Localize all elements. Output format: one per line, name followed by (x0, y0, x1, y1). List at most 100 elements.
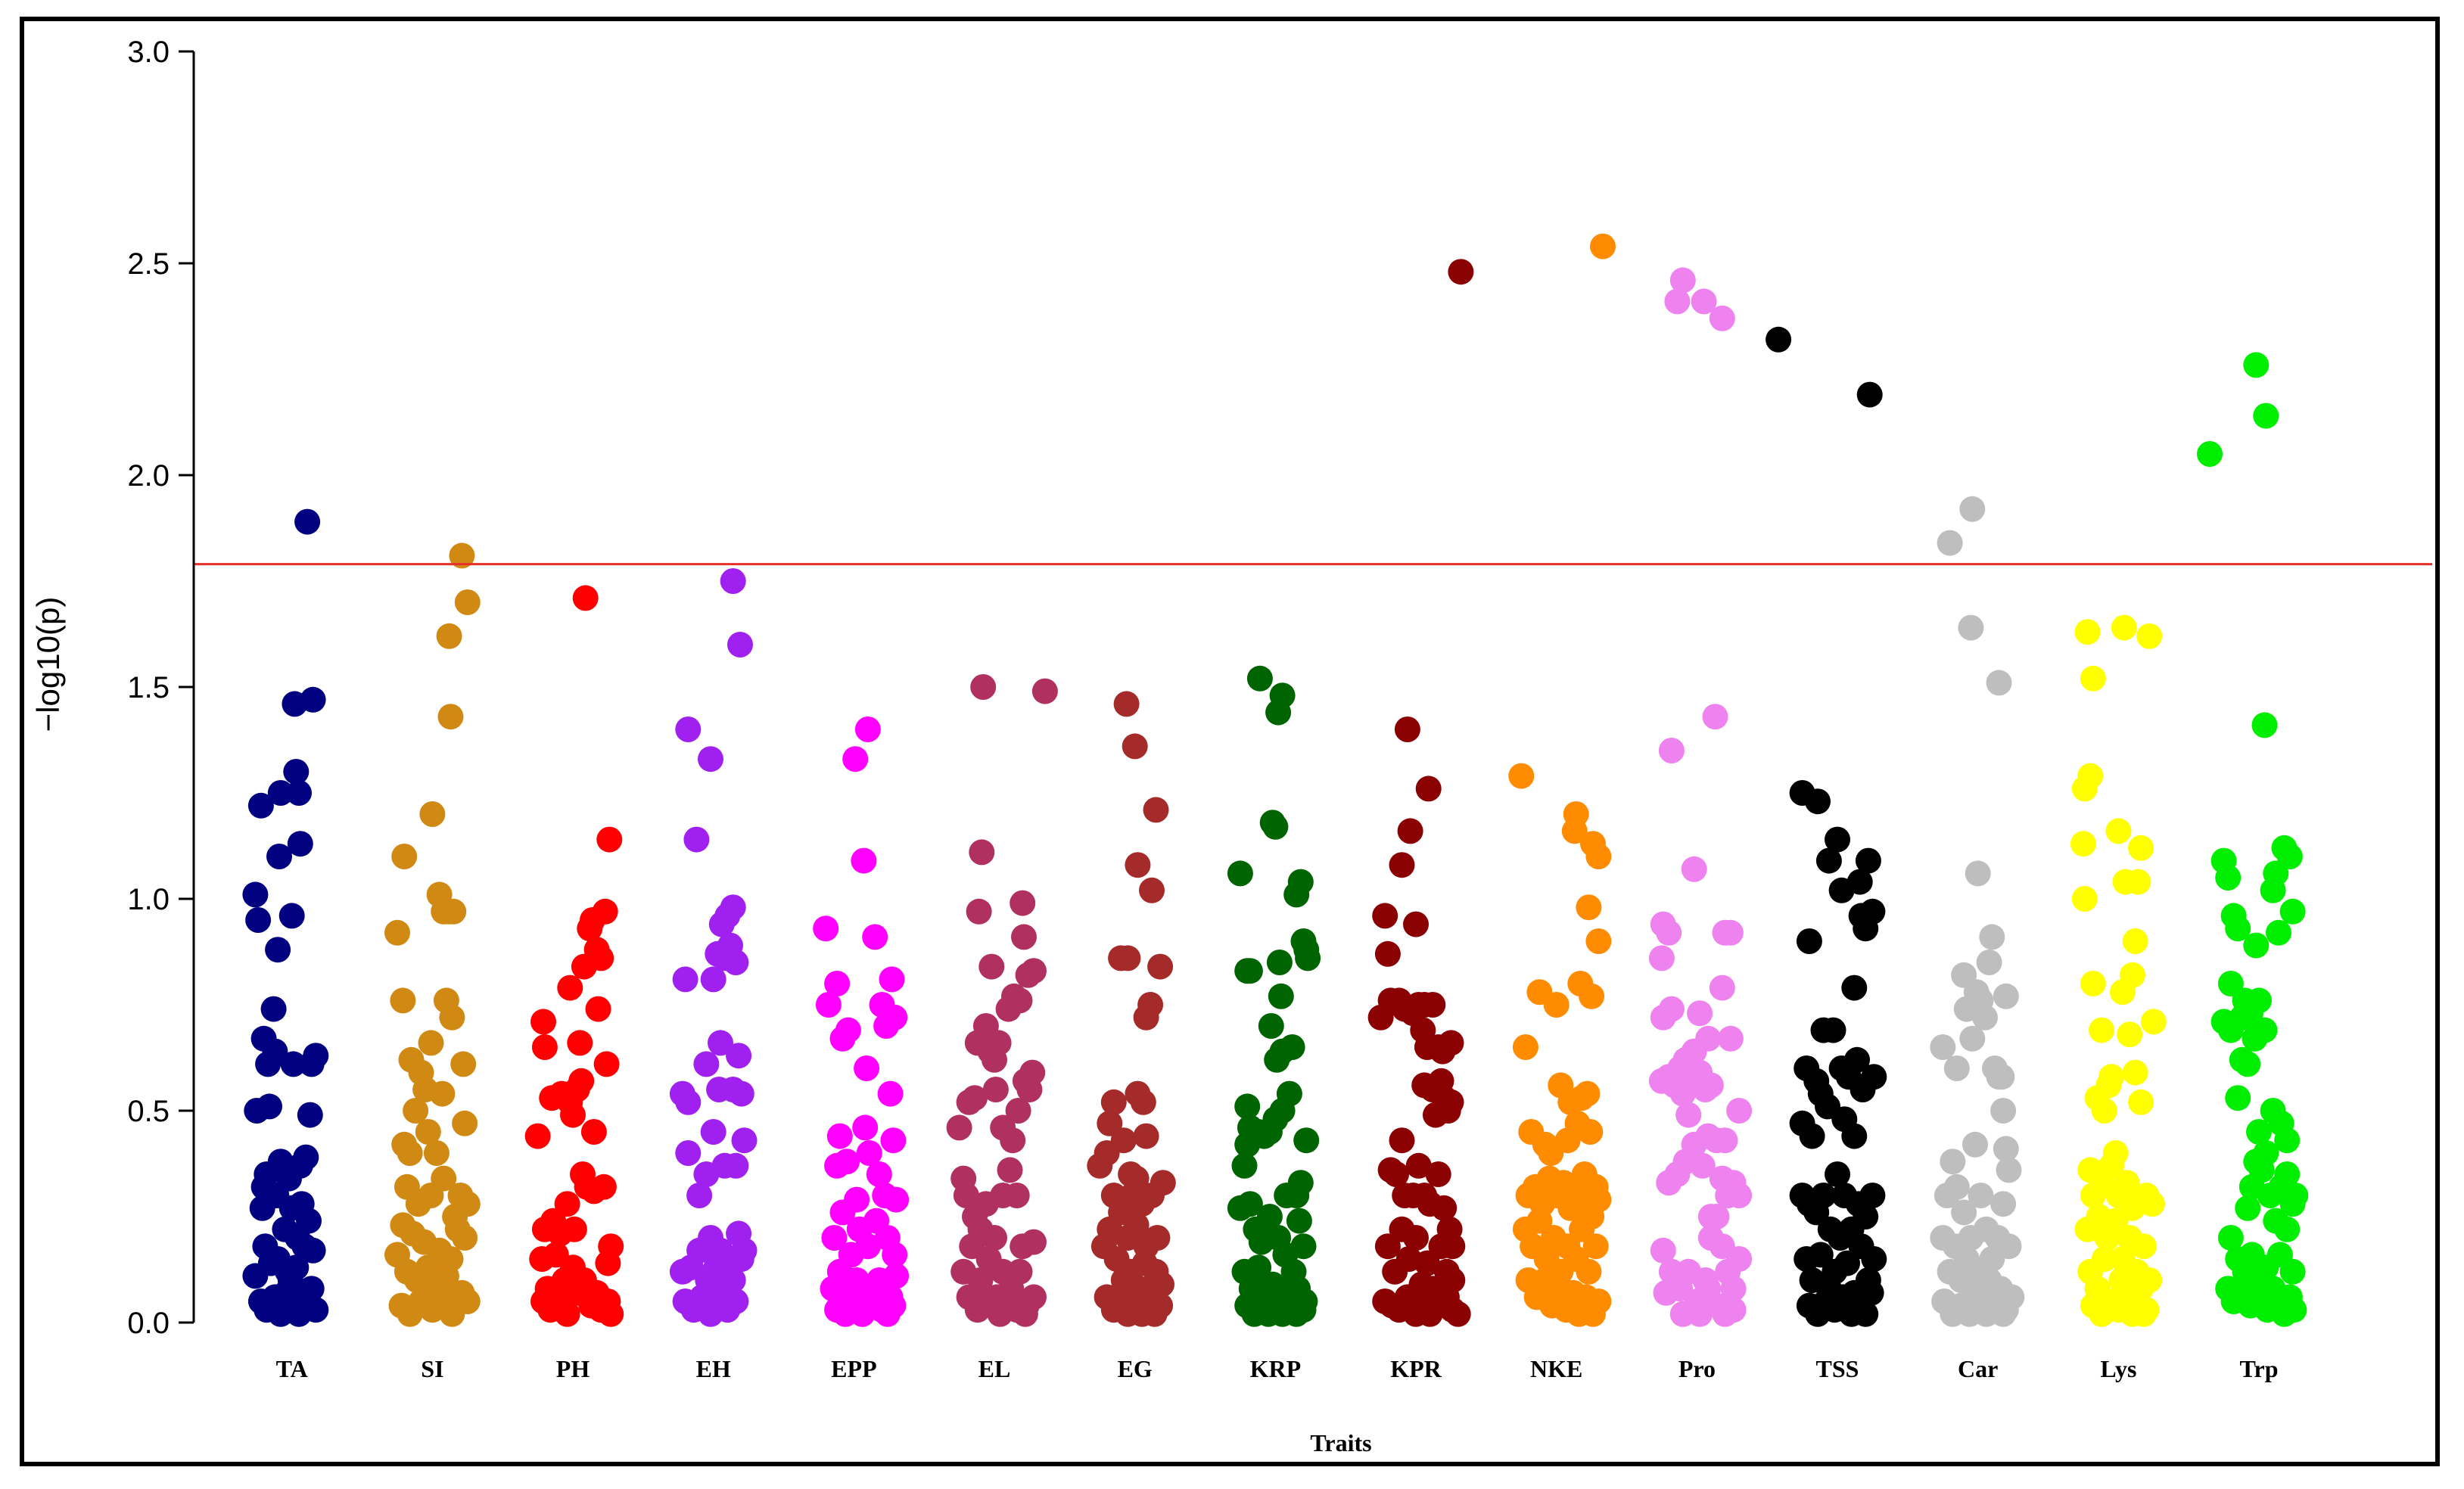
point-eh-28 (686, 1183, 713, 1208)
point-ph-1 (530, 1009, 556, 1035)
point-el-14 (982, 1077, 1009, 1102)
point-lys-15 (2089, 1017, 2115, 1043)
point-ta-12 (287, 831, 313, 857)
point-nke-6 (1543, 992, 1570, 1018)
point-kpr-36 (1425, 1161, 1451, 1187)
point-eg-17 (1110, 1127, 1137, 1154)
point-pro-36 (1689, 1152, 1716, 1179)
point-pro-10 (1709, 975, 1735, 1001)
point-pro-1 (1656, 919, 1682, 946)
point-trp-19 (2263, 860, 2289, 887)
point-tss-42 (1827, 1225, 1853, 1251)
point-el-21 (1021, 958, 1047, 984)
point-krp-22 (1295, 945, 1321, 971)
point-pro-26 (1675, 1102, 1702, 1128)
point-car-26 (1951, 1199, 1977, 1226)
figure-frame (20, 17, 2440, 1466)
point-lys-11 (2136, 623, 2163, 649)
x-tick-label-pro: Pro (1678, 1355, 1716, 1382)
point-kpr-46 (1414, 1250, 1440, 1276)
point-trp-3 (2225, 915, 2251, 942)
point-ph-12 (567, 1030, 593, 1056)
point-si-29 (418, 1183, 444, 1208)
point-eh-48 (723, 1288, 749, 1314)
point-ph-19 (560, 1102, 586, 1128)
point-ph-10 (572, 585, 599, 611)
point-si-22 (397, 1140, 423, 1166)
point-ph-2 (531, 1034, 558, 1060)
point-car-2 (1943, 1055, 1970, 1081)
point-tss-25 (1828, 1055, 1855, 1081)
point-ta-4 (260, 996, 287, 1022)
point-ph-9 (596, 826, 623, 853)
point-epp-29 (854, 1233, 881, 1260)
point-eh-8 (720, 894, 746, 921)
point-kpr-40 (1374, 1233, 1401, 1260)
y-axis-title: −log10(p) (30, 597, 66, 732)
point-ph-30 (590, 1173, 617, 1200)
point-eh-24 (723, 1152, 749, 1179)
point-el-11 (966, 898, 992, 925)
point-ta-2 (245, 907, 272, 933)
point-pro-7 (1702, 704, 1728, 730)
point-eh-19 (728, 1080, 754, 1107)
point-ph-48 (598, 1233, 624, 1260)
point-ta-10 (283, 759, 310, 785)
point-krp-19 (1287, 869, 1314, 895)
point-eh-41 (728, 1246, 754, 1272)
point-epp-1 (815, 992, 842, 1018)
point-nke-12 (1576, 894, 1602, 921)
point-trp-58 (2281, 1297, 2307, 1323)
point-lys-21 (2119, 962, 2145, 988)
point-lys-24 (2095, 1072, 2122, 1099)
point-tss-26 (1841, 1123, 1868, 1149)
point-ph-18 (568, 1068, 595, 1094)
point-ta-52 (298, 1276, 325, 1302)
point-car-10 (1979, 924, 2005, 950)
point-ta-15 (300, 686, 326, 713)
point-car-34 (1996, 1233, 2022, 1260)
point-eh-26 (693, 1161, 720, 1187)
point-trp-14 (2210, 1009, 2237, 1035)
x-tick-label-eg: EG (1118, 1355, 1153, 1382)
point-car-54 (1990, 1301, 2017, 1327)
point-trp-8 (2246, 987, 2272, 1014)
point-eh-15 (726, 1043, 752, 1069)
point-trp-12 (2225, 1085, 2251, 1111)
point-nke-32 (1571, 1161, 1598, 1187)
point-si-34 (452, 1225, 478, 1251)
point-tss-22 (1799, 1123, 1825, 1149)
point-pro-14 (1658, 996, 1685, 1022)
point-epp-49 (880, 1292, 907, 1319)
point-si-24 (415, 1119, 441, 1145)
point-lys-13 (2140, 1009, 2167, 1035)
point-nke-10 (1561, 818, 1588, 844)
point-pro-20 (1697, 1072, 1724, 1099)
point-car-21 (1996, 1157, 2022, 1183)
point-pro-12 (1726, 1098, 1753, 1124)
point-ta-1 (247, 792, 274, 819)
point-ph-25 (554, 1191, 580, 1217)
point-tss-55 (1853, 1301, 1879, 1327)
point-pro-2 (1658, 738, 1685, 763)
point-krp-13 (1266, 950, 1293, 975)
point-eh-22 (700, 1119, 726, 1145)
point-kpr-4 (1397, 818, 1423, 844)
point-epp-24 (883, 1186, 910, 1213)
point-trp-15 (2217, 971, 2244, 996)
x-tick-label-ph: PH (556, 1355, 590, 1382)
point-kpr-27 (1448, 259, 1474, 285)
point-tss-36 (1859, 1183, 1886, 1208)
point-eg-7 (1122, 733, 1148, 760)
point-eh-3 (683, 826, 710, 853)
point-tss-10 (1846, 869, 1873, 895)
point-ta-43 (242, 1263, 269, 1289)
point-epp-0 (813, 915, 839, 942)
point-el-19 (1011, 924, 1037, 950)
point-eh-27 (675, 1140, 702, 1166)
point-pro-25 (1656, 1064, 1682, 1090)
point-tss-59 (1856, 381, 1883, 408)
point-epp-13 (854, 1055, 880, 1081)
point-tss-20 (1861, 1064, 1887, 1090)
point-kpr-30 (1383, 1161, 1409, 1187)
